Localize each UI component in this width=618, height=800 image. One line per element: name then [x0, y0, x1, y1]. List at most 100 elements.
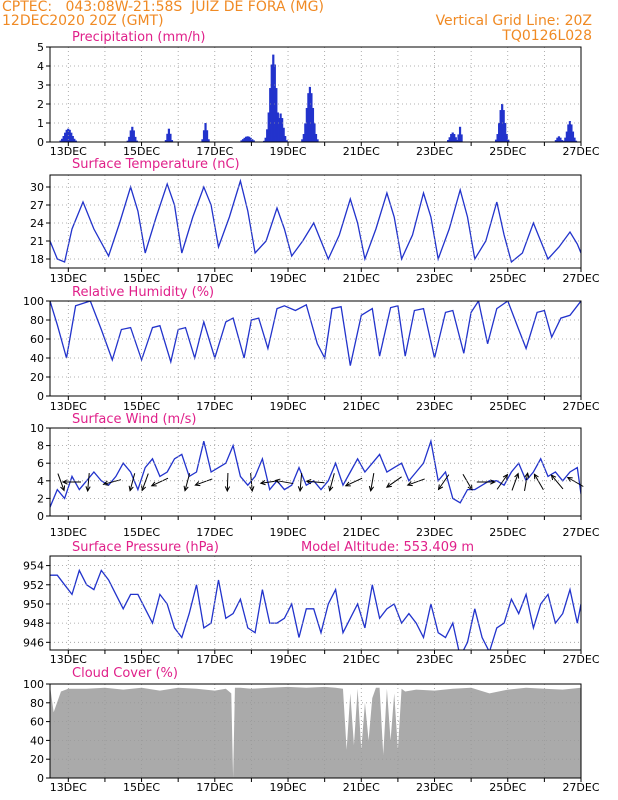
- precip-bar: [201, 139, 204, 142]
- precip-bar: [284, 136, 287, 142]
- x-tick-label: 17DEC: [196, 653, 233, 666]
- grid: [50, 427, 582, 517]
- series-line: [50, 178, 581, 264]
- precip-bar: [64, 132, 67, 142]
- series-line: [50, 438, 581, 508]
- precip-bar: [249, 137, 252, 142]
- x-tick-label: 17DEC: [196, 781, 233, 794]
- panel-title: Surface Temperature (nC): [72, 157, 240, 172]
- x-tick-label: 15DEC: [123, 272, 160, 285]
- panel-frame: [49, 174, 582, 269]
- x-tick-label: 27DEC: [562, 272, 599, 285]
- precip-bar: [273, 140, 276, 142]
- x-tick-label: 27DEC: [562, 653, 599, 666]
- precip-bar: [269, 88, 272, 142]
- precip-bar: [240, 140, 243, 142]
- axes: 13DEC 15DEC 17DEC 19DEC 21DEC 23DEC 25DEC 27DEC…: [30, 181, 600, 285]
- y-tick-label: 18: [30, 253, 44, 266]
- y-tick-label: 21: [30, 235, 44, 248]
- wind-arrow-head: [368, 485, 375, 492]
- data-layer: [50, 178, 581, 264]
- precip-bar: [169, 133, 172, 142]
- y-tick-label: 2: [37, 98, 44, 111]
- precip-bar: [129, 130, 132, 142]
- grid: [50, 175, 582, 268]
- grid-line-note: Vertical Grid Line: 20Z: [435, 13, 592, 29]
- data-layer: [50, 438, 581, 508]
- data-layer: [50, 301, 581, 366]
- precip-bar: [263, 140, 266, 142]
- x-tick-label: 23DEC: [416, 781, 453, 794]
- y-tick-label: 6: [37, 457, 44, 470]
- wind-arrow: [496, 474, 508, 490]
- wind-arrow: [195, 478, 213, 486]
- wind-arrow-head: [566, 476, 573, 482]
- y-tick-label: 20: [30, 371, 44, 384]
- x-tick-label: 17DEC: [196, 145, 233, 158]
- precip-bar: [170, 140, 174, 142]
- panel-title: Cloud Cover (%): [72, 666, 178, 681]
- wind-arrow-head: [61, 479, 68, 485]
- x-tick-label: 27DEC: [562, 400, 599, 413]
- precip-bar: [494, 139, 498, 142]
- axes: 13DEC 15DEC 17DEC 19DEC 21DEC 23DEC 25DEC 27DEC…: [23, 295, 600, 413]
- y-tick-label: 5: [37, 41, 44, 54]
- x-tick-label: 15DEC: [123, 400, 160, 413]
- precip-bar: [65, 129, 68, 142]
- precip-bar: [128, 136, 131, 142]
- precip-bar: [456, 140, 459, 142]
- y-tick-label: 0: [37, 390, 44, 403]
- wind-arrow-head: [550, 474, 557, 481]
- precip-bar: [204, 123, 207, 142]
- precip-bar: [507, 139, 510, 142]
- x-tick-label: 27DEC: [562, 145, 599, 158]
- precip-bar: [62, 136, 65, 142]
- x-tick-label: 21DEC: [343, 400, 380, 413]
- precip-bar: [264, 137, 267, 142]
- y-tick-label: 4: [37, 475, 44, 488]
- cloud-cover-area: [50, 685, 581, 778]
- precip-bar: [205, 130, 209, 142]
- wind-arrow-head: [128, 485, 134, 492]
- precip-bar: [267, 112, 270, 142]
- precip-bar: [573, 137, 576, 142]
- precip-bar: [276, 112, 279, 142]
- panel-title: Relative Humidity (%): [72, 285, 214, 300]
- data-layer: [50, 568, 581, 650]
- y-tick-label: 1: [37, 117, 44, 130]
- precip-bar: [305, 107, 308, 142]
- precip-bar: [202, 130, 206, 142]
- axes: 13DEC 15DEC 17DEC 19DEC 21DEC 23DEC 25DEC 27DEC…: [23, 560, 600, 666]
- wind-arrow: [345, 477, 363, 487]
- series-line: [50, 301, 581, 366]
- wind-arrow: [141, 473, 149, 491]
- wind-arrow: [533, 473, 544, 491]
- y-tick-label: 2: [37, 492, 44, 505]
- precip-bar: [70, 132, 73, 142]
- panel-title: Surface Pressure (hPa): [72, 540, 219, 555]
- y-tick-label: 954: [23, 560, 44, 573]
- x-tick-label: 21DEC: [343, 272, 380, 285]
- wind-arrow-head: [524, 472, 530, 479]
- wind-arrow-head: [514, 472, 520, 479]
- wind-arrow: [370, 473, 375, 491]
- precip-bar: [246, 136, 249, 142]
- y-tick-label: 40: [30, 734, 44, 747]
- precip-bar: [273, 64, 276, 142]
- wind-arrow: [306, 480, 325, 484]
- wind-arrow: [151, 477, 169, 487]
- panel-title: Precipitation (mm/h): [72, 30, 205, 45]
- grid: [50, 300, 582, 397]
- precip-bar: [243, 137, 246, 142]
- x-tick-label: 19DEC: [269, 272, 306, 285]
- wind-arrow-head: [259, 480, 266, 486]
- precip-bar: [448, 137, 451, 142]
- precip-bar: [559, 137, 562, 142]
- precip-bar: [132, 130, 135, 142]
- wind-arrow-head: [406, 481, 413, 487]
- wind-arrow-head: [224, 486, 231, 493]
- y-tick-label: 0: [37, 510, 44, 523]
- panel-frame: [49, 427, 582, 517]
- precip-bar: [272, 54, 275, 142]
- precip-bar: [279, 113, 282, 142]
